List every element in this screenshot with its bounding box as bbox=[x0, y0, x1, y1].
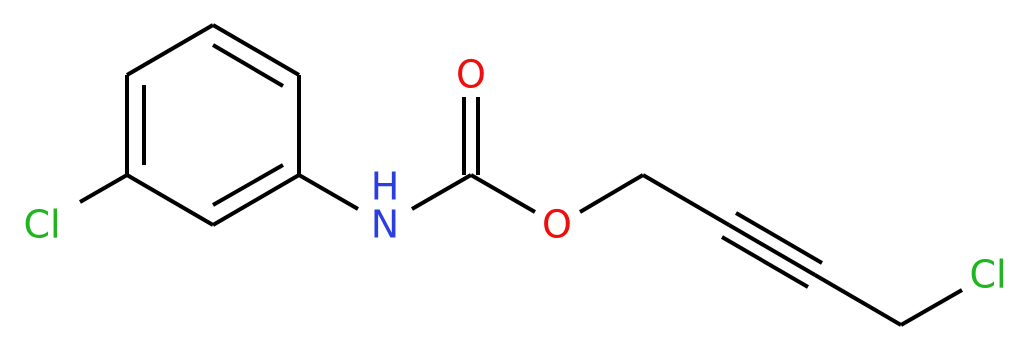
atom-label: Cl bbox=[23, 203, 60, 247]
bond bbox=[411, 173, 472, 211]
bond bbox=[211, 43, 285, 88]
bond bbox=[641, 173, 731, 227]
atom-label: O bbox=[456, 53, 486, 97]
bonds bbox=[79, 23, 963, 327]
atom-label: H bbox=[371, 165, 400, 209]
bond bbox=[469, 173, 537, 214]
atom-label: N bbox=[371, 203, 399, 247]
bond bbox=[734, 211, 824, 265]
bond bbox=[900, 288, 963, 327]
bond bbox=[79, 173, 128, 204]
bond bbox=[298, 173, 359, 211]
bond bbox=[125, 23, 215, 77]
bond bbox=[578, 173, 645, 214]
bond bbox=[211, 173, 301, 227]
atom-labels: Cl N H O O Cl bbox=[23, 53, 1006, 297]
atom-label: Cl bbox=[969, 253, 1006, 297]
bond bbox=[813, 273, 903, 327]
bond bbox=[211, 23, 301, 77]
bond bbox=[720, 235, 810, 289]
bond bbox=[125, 173, 215, 227]
bond bbox=[212, 163, 284, 207]
bond bbox=[727, 223, 817, 277]
atom-label: O bbox=[542, 203, 572, 247]
